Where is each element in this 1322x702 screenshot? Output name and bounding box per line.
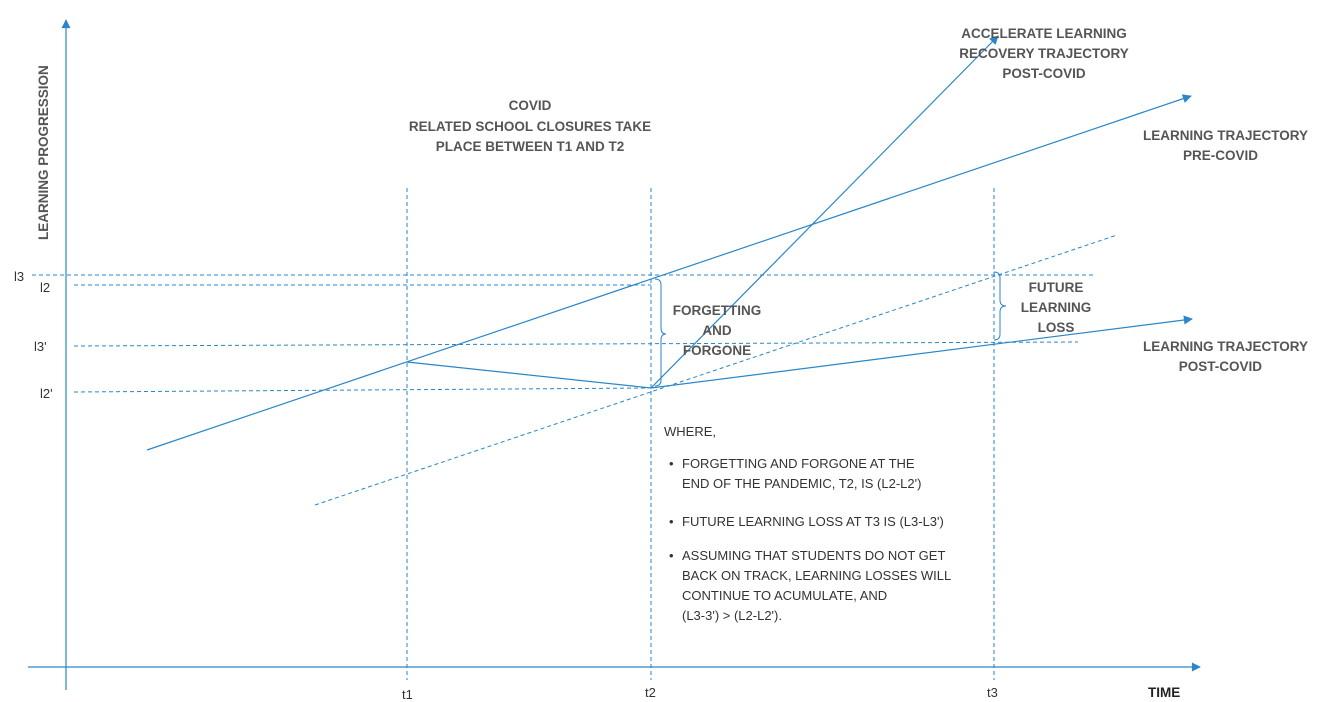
t3-tick-label: t3 [987, 685, 998, 700]
bullet-text-line: END OF THE PANDEMIC, T2, IS (L2-L2') [682, 476, 921, 491]
x-axis-label: TIME [1148, 685, 1180, 700]
accelerate-label-line: RECOVERY TRAJECTORY [959, 46, 1129, 61]
t1-tick-label: t1 [402, 687, 413, 702]
bullet-dot: • [669, 514, 674, 529]
y-axis-label: LEARNING PROGRESSION [36, 65, 51, 240]
bullet-text-line: ASSUMING THAT STUDENTS DO NOT GET [682, 548, 945, 563]
bullet-dot: • [669, 456, 674, 471]
bullet-text-line: CONTINUE TO ACUMULATE, AND [682, 588, 887, 603]
accelerate-recovery-trajectory-line [650, 35, 999, 389]
accelerate-label-line: ACCELERATE LEARNING [961, 26, 1127, 41]
post-covid-label-line: POST-COVID [1179, 359, 1263, 374]
bullet-text-line: BACK ON TRACK, LEARNING LOSSES WILL [682, 568, 951, 583]
forgetting-label-line: AND [702, 323, 731, 338]
l2p-tick-label: l2' [40, 386, 53, 401]
accelerate-trajectory-label: ACCELERATE LEARNING RECOVERY TRAJECTORY … [959, 26, 1129, 81]
pre-covid-trajectory-line [146, 94, 1192, 451]
bullet-dot: • [669, 548, 674, 563]
pre-covid-label-line: LEARNING TRAJECTORY [1143, 128, 1308, 143]
forgetting-bracket [654, 278, 667, 387]
future-learning-loss-label: FUTURE LEARNING LOSS [1021, 280, 1092, 335]
dashed-trajectory-line [314, 234, 1118, 506]
l2-tick-label: l2 [40, 280, 50, 295]
post-covid-trajectory-label: LEARNING TRAJECTORY POST-COVID [1143, 339, 1308, 374]
l2p-level-line [73, 387, 652, 393]
covid-annotation-line: COVID [509, 98, 552, 113]
forgetting-label-line: FORGONE [683, 343, 751, 358]
l3p-level-line [73, 341, 1079, 347]
bullet-text-line: FORGETTING AND FORGONE AT THE [682, 456, 915, 471]
future-loss-label-line: FUTURE [1029, 280, 1084, 295]
pre-covid-label-line: PRE-COVID [1183, 148, 1258, 163]
post-covid-trajectory-line [650, 315, 1193, 389]
bullet-text-line: FUTURE LEARNING LOSS AT T3 IS (L3-L3') [682, 514, 944, 529]
covid-annotation-line: RELATED SCHOOL CLOSURES TAKE [409, 119, 651, 134]
pre-covid-trajectory-label: LEARNING TRAJECTORY PRE-COVID [1143, 128, 1308, 163]
l3p-tick-label: l3' [34, 339, 47, 354]
bullet-text-line: (L3-3') > (L2-L2'). [682, 608, 782, 623]
covid-decline-line [406, 361, 652, 389]
covid-annotation: COVID RELATED SCHOOL CLOSURES TAKE PLACE… [409, 98, 651, 154]
where-note: WHERE, • FORGETTING AND FORGONE AT THE E… [664, 424, 951, 623]
where-title: WHERE, [664, 424, 716, 439]
accelerate-label-line: POST-COVID [1002, 66, 1086, 81]
t2-tick-label: t2 [645, 685, 656, 700]
future-loss-label-line: LOSS [1038, 320, 1075, 335]
covid-annotation-line: PLACE BETWEEN T1 AND T2 [436, 139, 625, 154]
forgetting-forgone-label: FORGETTING AND FORGONE [673, 303, 762, 358]
future-loss-bracket [993, 271, 1007, 341]
future-loss-label-line: LEARNING [1021, 300, 1092, 315]
l3-tick-label: l3 [14, 269, 24, 284]
post-covid-label-line: LEARNING TRAJECTORY [1143, 339, 1308, 354]
forgetting-label-line: FORGETTING [673, 303, 762, 318]
